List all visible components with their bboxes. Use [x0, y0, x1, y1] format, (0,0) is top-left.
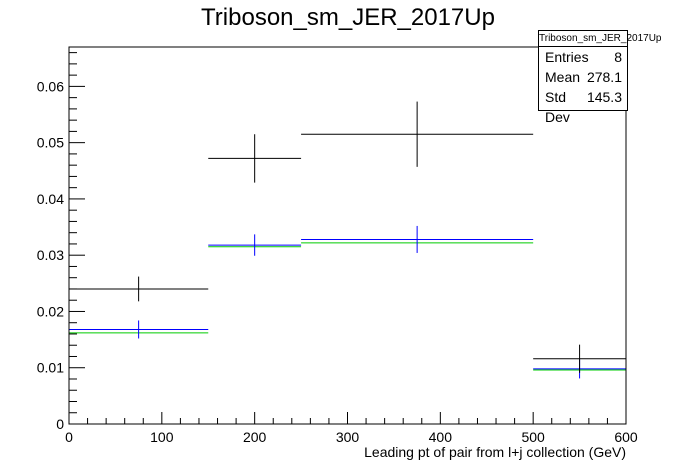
- plot-marks: [69, 101, 626, 379]
- x-tick-label: 500: [521, 429, 545, 445]
- y-tick-label: 0.05: [37, 135, 64, 151]
- x-axis-label: Leading pt of pair from l+j collection (…: [364, 444, 626, 460]
- x-tick-label: 0: [65, 429, 73, 445]
- mean-label: Mean: [545, 69, 581, 85]
- x-tick-label: 600: [614, 429, 638, 445]
- entries-label: Entries: [545, 49, 589, 65]
- stats-row-stddev: Std Dev 145.3: [539, 87, 627, 125]
- y-tick-label: 0.02: [37, 303, 64, 319]
- axes: 0 100 200 300 400 500 600 0 0.01 0.02 0.03 0.04 0.05…: [37, 52, 638, 445]
- stddev-value: 145.3: [586, 89, 622, 105]
- stats-box: Triboson_sm_JER_2017Up Entries 8 Mean 27…: [538, 30, 661, 125]
- chart-title: Triboson_sm_JER_2017Up: [201, 4, 495, 31]
- stddev-label: Std Dev: [545, 89, 570, 125]
- y-tick-label: 0.03: [37, 247, 64, 263]
- stats-box-title: Triboson_sm_JER_2017Up: [539, 31, 661, 47]
- x-tick-label: 100: [150, 429, 174, 445]
- stats-row-mean: Mean 278.1: [539, 67, 627, 87]
- x-tick-label: 200: [243, 429, 267, 445]
- stats-row-entries: Entries 8: [539, 47, 627, 67]
- y-tick-label: 0: [56, 416, 64, 432]
- entries-value: 8: [614, 49, 622, 65]
- y-tick-label: 0.06: [37, 78, 64, 94]
- x-tick-label: 300: [336, 429, 360, 445]
- x-tick-label: 400: [429, 429, 453, 445]
- mean-value: 278.1: [586, 69, 622, 85]
- y-tick-label: 0.04: [37, 191, 64, 207]
- y-tick-label: 0.01: [37, 360, 64, 376]
